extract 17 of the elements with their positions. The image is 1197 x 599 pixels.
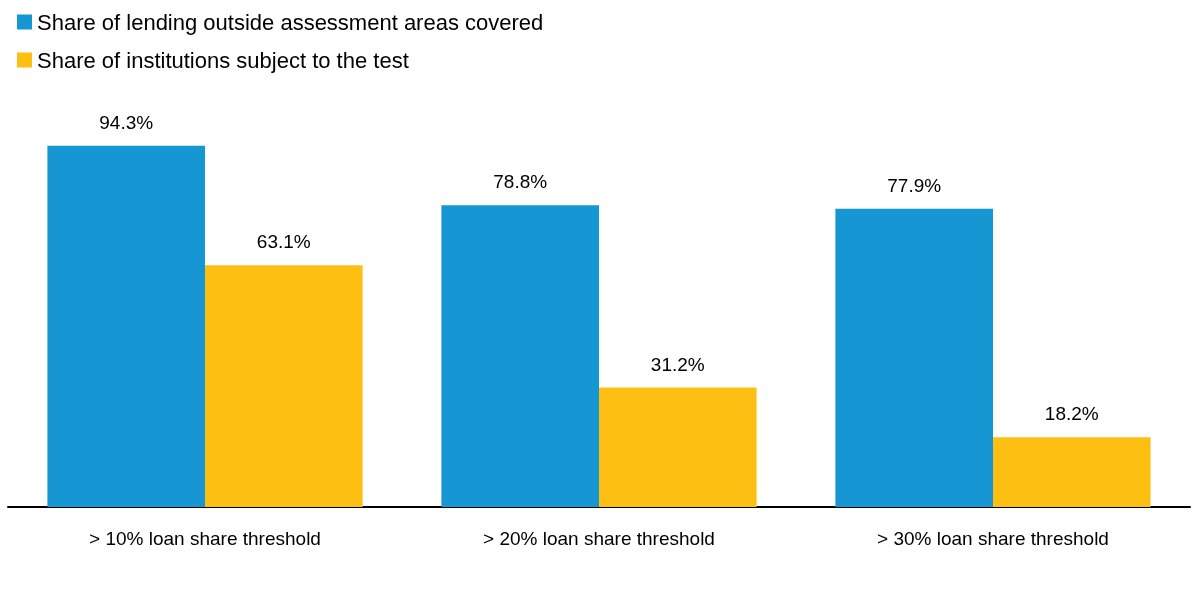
bar (47, 145, 205, 507)
bar (599, 387, 757, 507)
data-label: 77.9% (887, 174, 942, 196)
data-label: 78.8% (493, 171, 548, 193)
bar (993, 437, 1151, 507)
bar (835, 208, 993, 507)
legend-label: Share of institutions subject to the test (37, 47, 409, 73)
legend-label: Share of lending outside assessment areas covered (37, 9, 544, 35)
x-tick-label: > 30% loan share threshold (877, 528, 1109, 549)
bar (441, 205, 599, 507)
data-label: 18.2% (1044, 403, 1099, 425)
data-label: 31.2% (650, 353, 705, 375)
data-label: 94.3% (99, 111, 154, 133)
x-tick-label: > 20% loan share threshold (483, 528, 715, 549)
bar (205, 265, 363, 507)
x-tick-label: > 10% loan share threshold (89, 528, 321, 549)
data-label: 63.1% (256, 231, 311, 253)
